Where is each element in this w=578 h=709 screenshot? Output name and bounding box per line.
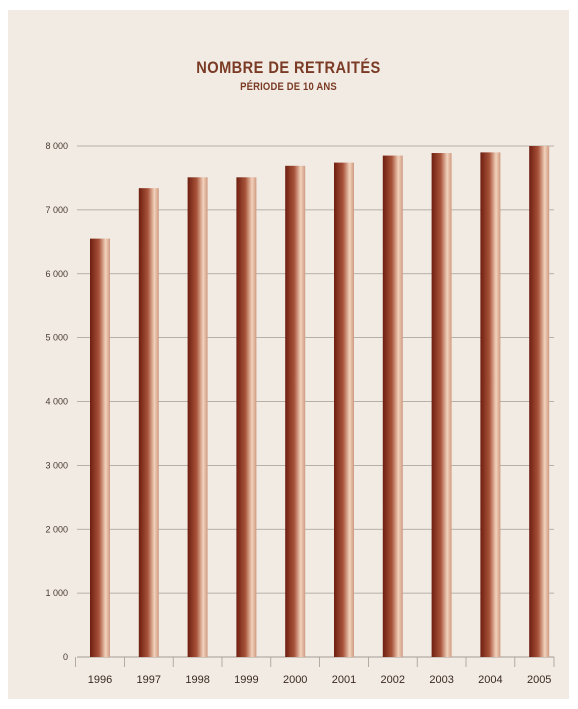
x-tick-label: 1997 <box>137 674 161 686</box>
bar-2003 <box>431 153 452 657</box>
bar-1998 <box>187 177 208 657</box>
x-tick-label: 2000 <box>283 674 307 686</box>
x-tick-label: 1998 <box>185 674 209 686</box>
y-tick-label: 0 <box>63 652 68 662</box>
y-tick-label: 6 000 <box>45 269 68 279</box>
bar-1996 <box>90 238 110 657</box>
x-tick-label: 2005 <box>527 674 551 686</box>
y-tick-label: 1 000 <box>45 588 68 598</box>
x-tick-label: 1999 <box>234 674 258 686</box>
bar-2001 <box>334 162 354 658</box>
chart-subtitle: PÉRIODE DE 10 ANS <box>240 81 337 93</box>
bar-2000 <box>285 165 306 657</box>
x-axis-labels: 1996 1997 1998 1999 2000 2001 2002 2003 2004 2005 <box>88 674 552 686</box>
chart-title: NOMBRE DE RETRAITÉS <box>196 58 381 77</box>
bar-1999 <box>236 177 257 657</box>
y-tick-label: 8 000 <box>45 141 68 151</box>
y-axis-labels: 0 1 000 2 000 3 000 4 000 5 000 6 000 7 000 8 00… <box>45 141 68 662</box>
bars-layer <box>90 146 550 658</box>
y-tick-label: 3 000 <box>45 460 68 470</box>
y-tick-label: 5 000 <box>45 333 68 343</box>
y-tick-label: 7 000 <box>45 205 68 215</box>
x-tick-label: 2004 <box>478 674 502 686</box>
bar-1997 <box>138 188 159 657</box>
bar-2002 <box>382 155 403 658</box>
y-tick-label: 4 000 <box>45 397 68 407</box>
y-tick-label: 2 000 <box>45 524 68 534</box>
x-tick-label: 1996 <box>88 674 112 686</box>
x-tick-label: 2001 <box>332 674 356 686</box>
bar-2004 <box>480 152 501 657</box>
bar-2005 <box>529 146 550 657</box>
x-tick-label: 2003 <box>429 674 453 686</box>
x-tick-label: 2002 <box>381 674 405 686</box>
